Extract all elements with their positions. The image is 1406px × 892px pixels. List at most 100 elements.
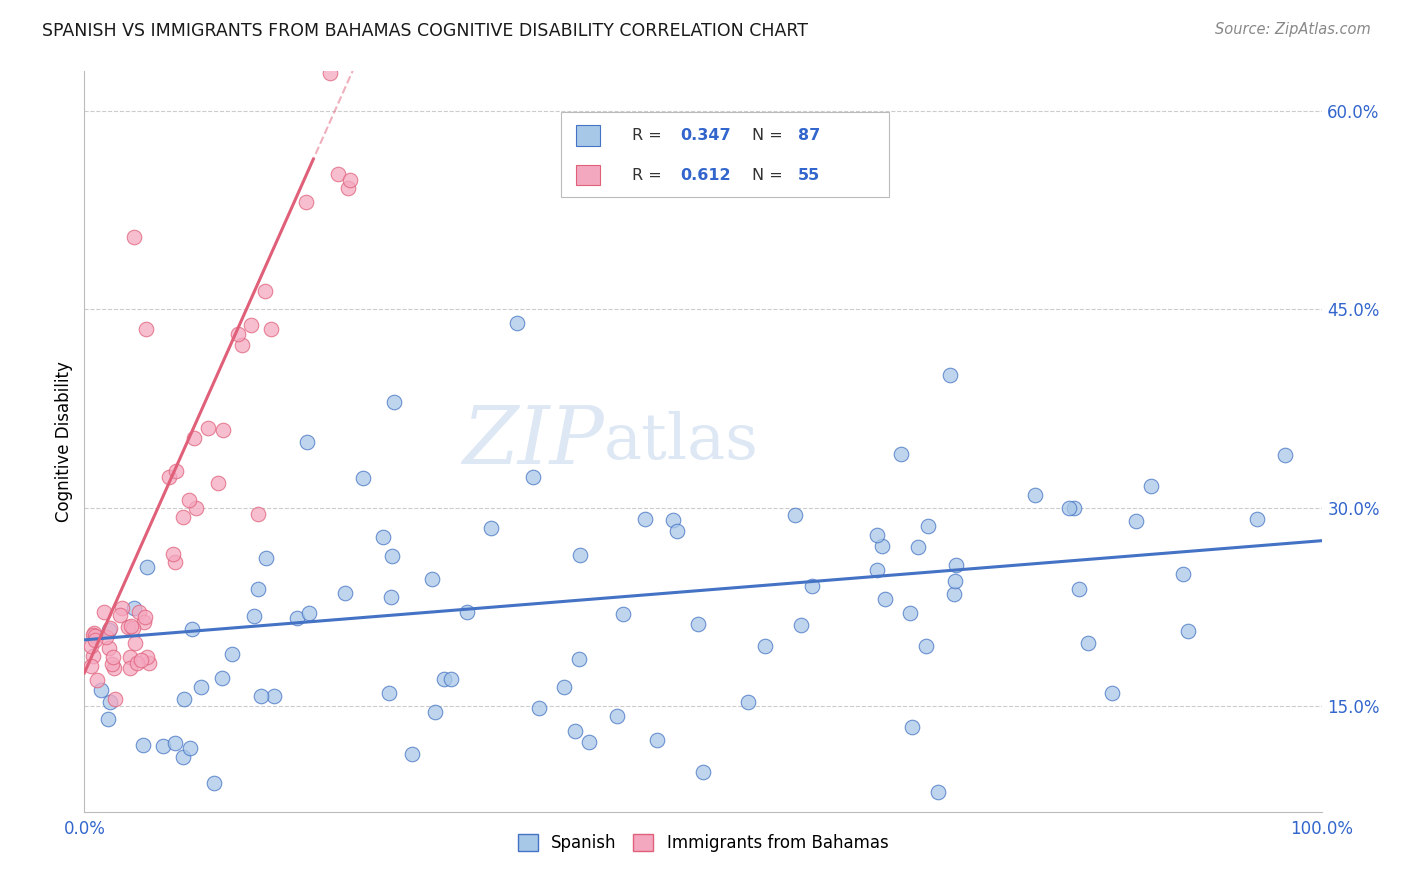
Point <box>783 508 806 522</box>
Point <box>1139 479 1161 493</box>
Point <box>401 747 423 761</box>
Point <box>90 683 112 698</box>
Point <box>1063 500 1085 515</box>
Text: ZIP: ZIP <box>463 403 605 480</box>
Point <box>371 530 394 544</box>
Point <box>138 656 160 670</box>
Point <box>634 512 657 526</box>
Point <box>120 619 142 633</box>
Point <box>96 630 118 644</box>
Point <box>564 723 586 738</box>
Point <box>180 623 202 637</box>
Point <box>172 750 194 764</box>
Point <box>135 559 157 574</box>
Point <box>152 739 174 753</box>
Point <box>253 285 276 299</box>
Point <box>1077 636 1099 650</box>
Point <box>247 582 270 596</box>
Point <box>1024 488 1046 502</box>
Point <box>328 167 350 181</box>
Point <box>353 470 375 484</box>
Point <box>686 616 709 631</box>
Point <box>433 673 456 687</box>
Point <box>98 623 121 637</box>
Point <box>907 541 929 555</box>
Point <box>506 316 529 330</box>
Point <box>1246 512 1268 526</box>
FancyBboxPatch shape <box>561 112 889 197</box>
Point <box>125 657 148 671</box>
Text: SPANISH VS IMMIGRANTS FROM BAHAMAS COGNITIVE DISABILITY CORRELATION CHART: SPANISH VS IMMIGRANTS FROM BAHAMAS COGNI… <box>42 22 808 40</box>
Point <box>645 733 668 747</box>
FancyBboxPatch shape <box>575 165 600 186</box>
Point <box>339 172 361 186</box>
Text: 0.347: 0.347 <box>681 128 731 144</box>
Point <box>578 735 600 749</box>
Point <box>177 492 200 507</box>
Point <box>380 590 402 604</box>
Point <box>914 640 936 654</box>
Point <box>569 548 592 562</box>
Point <box>295 195 318 210</box>
FancyBboxPatch shape <box>575 126 600 146</box>
Point <box>202 776 225 790</box>
Point <box>606 709 628 723</box>
Point <box>1125 514 1147 528</box>
Point <box>250 689 273 703</box>
Point <box>86 673 108 687</box>
Point <box>898 606 921 620</box>
Text: Source: ZipAtlas.com: Source: ZipAtlas.com <box>1215 22 1371 37</box>
Point <box>117 620 139 634</box>
Point <box>122 229 145 244</box>
Point <box>662 513 685 527</box>
Text: 0.612: 0.612 <box>681 168 731 183</box>
Point <box>211 672 233 686</box>
Point <box>900 720 922 734</box>
Point <box>231 338 253 352</box>
Text: R =: R = <box>633 128 668 144</box>
Point <box>97 712 120 726</box>
Point <box>190 681 212 695</box>
Point <box>110 608 132 623</box>
Point <box>866 528 889 542</box>
Y-axis label: Cognitive Disability: Cognitive Disability <box>55 361 73 522</box>
Point <box>82 649 104 664</box>
Point <box>927 785 949 799</box>
Point <box>872 539 894 553</box>
Point <box>183 431 205 445</box>
Point <box>98 640 121 655</box>
Point <box>83 629 105 643</box>
Point <box>553 681 575 695</box>
Point <box>866 563 889 577</box>
Point <box>790 618 813 632</box>
Point <box>522 470 544 484</box>
Point <box>165 735 187 749</box>
Point <box>80 659 103 673</box>
Point <box>246 508 269 522</box>
Point <box>103 661 125 675</box>
Point <box>378 686 401 700</box>
Point <box>737 695 759 709</box>
Point <box>319 66 342 80</box>
Point <box>1067 582 1090 596</box>
Point <box>875 592 897 607</box>
Point <box>179 741 201 756</box>
Point <box>801 579 824 593</box>
Legend: Spanish, Immigrants from Bahamas: Spanish, Immigrants from Bahamas <box>510 828 896 859</box>
Text: atlas: atlas <box>605 411 759 472</box>
Point <box>568 652 591 666</box>
Text: 55: 55 <box>799 168 821 183</box>
Point <box>212 423 235 437</box>
Point <box>939 368 962 383</box>
Point <box>111 600 134 615</box>
Point <box>83 626 105 640</box>
Text: N =: N = <box>752 128 789 144</box>
Point <box>945 558 967 573</box>
Point <box>666 524 689 538</box>
Point <box>197 421 219 435</box>
Point <box>943 587 966 601</box>
Point <box>101 649 124 664</box>
Point <box>612 607 634 621</box>
Point <box>157 470 180 484</box>
Point <box>440 672 463 686</box>
